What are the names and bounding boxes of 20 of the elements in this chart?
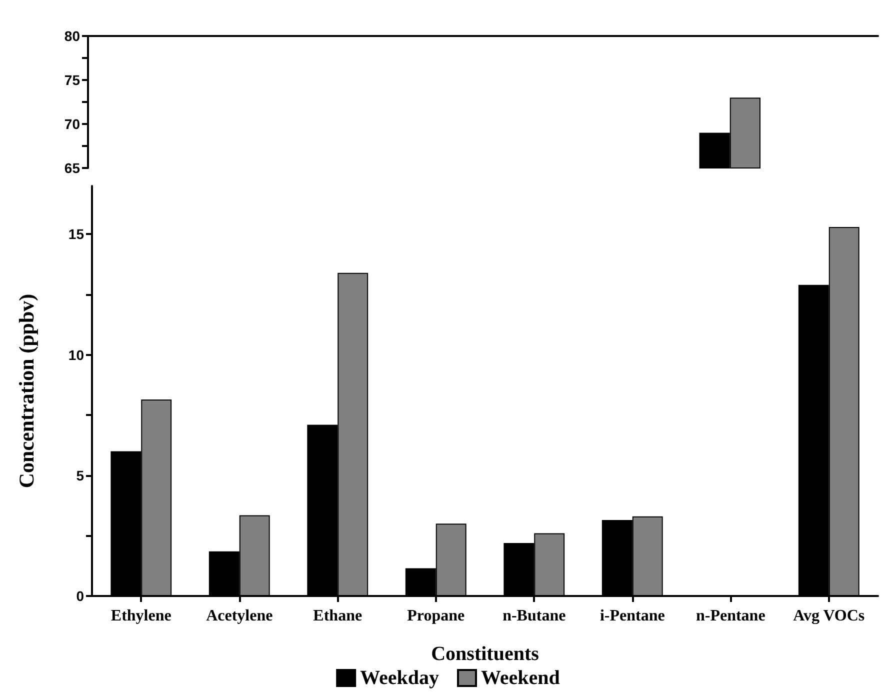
x-tick-label: n-Butane xyxy=(502,608,566,624)
x-tick-label: Ethylene xyxy=(110,608,172,624)
y-tick-label: 0 xyxy=(76,588,84,604)
x-tick-label: n-Pentane xyxy=(696,608,766,624)
y-tick-label: 70 xyxy=(64,116,80,132)
x-tick-label: Ethane xyxy=(313,608,362,624)
y-tick-label: 5 xyxy=(76,467,84,484)
legend-label: Weekday xyxy=(360,667,440,689)
y-tick-label: 65 xyxy=(64,160,80,176)
y-axis-title: Concentration (ppbv) xyxy=(14,294,38,488)
x-tick-label: Acetylene xyxy=(206,608,273,624)
x-tick-label: i-Pentane xyxy=(600,608,665,624)
x-tick-label: Avg VOCs xyxy=(793,608,865,624)
x-axis-title: Constituents xyxy=(431,643,540,665)
y-tick-label: 75 xyxy=(64,72,80,88)
y-tick-label: 80 xyxy=(64,28,80,44)
legend-label: Weekend xyxy=(481,667,560,689)
x-tick-label: Propane xyxy=(407,608,465,624)
y-tick-label: 10 xyxy=(68,346,84,363)
y-tick-label: 15 xyxy=(68,226,84,242)
